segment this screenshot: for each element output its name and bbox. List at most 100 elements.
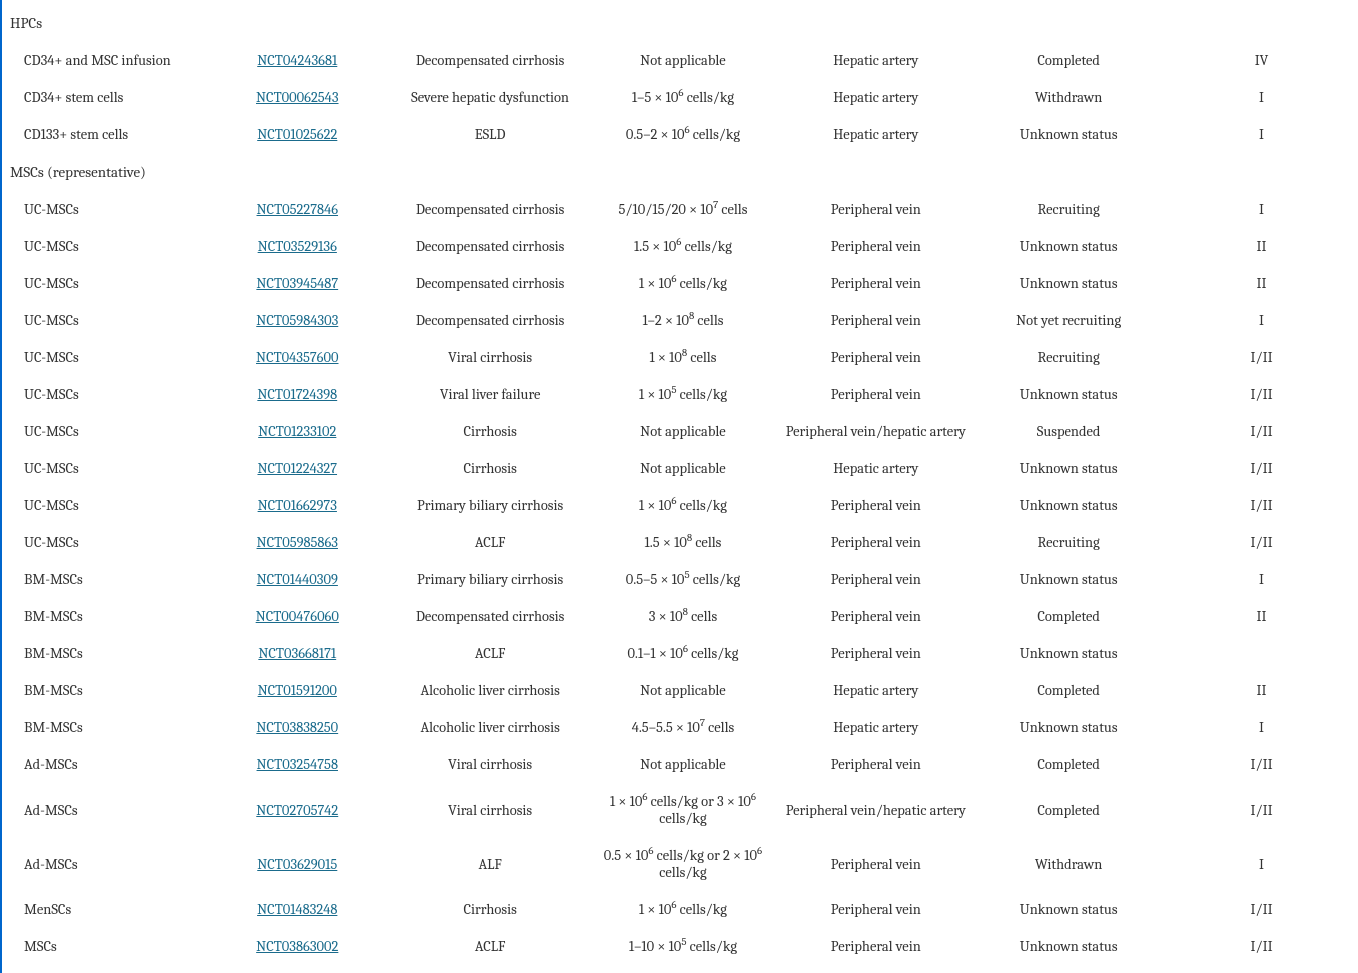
- cell-phase: II: [1165, 672, 1358, 709]
- nct-link[interactable]: NCT03838250: [256, 719, 338, 736]
- table-row: BM-MSCsNCT01440309Primary biliary cirrho…: [8, 561, 1358, 598]
- nct-link[interactable]: NCT04243681: [257, 52, 337, 69]
- cell-status: Unknown status: [972, 561, 1165, 598]
- cell-dose: Not applicable: [587, 672, 780, 709]
- nct-link[interactable]: NCT04357600: [256, 349, 338, 366]
- table-row: BM-MSCsNCT01591200Alcoholic liver cirrho…: [8, 672, 1358, 709]
- cell-dose: 0.5–2 × 106 cells/kg: [587, 116, 780, 153]
- cell-condition: Viral cirrhosis: [394, 746, 587, 783]
- cell-phase: I/II: [1165, 928, 1358, 965]
- cell-route: Peripheral vein: [779, 524, 972, 561]
- cell-phase: I/II: [1165, 891, 1358, 928]
- cell-type: BM-MSCs: [8, 672, 201, 709]
- table-row: Ad-MSCsNCT03629015ALF0.5 × 106 cells/kg …: [8, 837, 1358, 891]
- nct-link[interactable]: NCT03668171: [258, 645, 336, 662]
- cell-type: UC-MSCs: [8, 339, 201, 376]
- nct-link[interactable]: NCT01224327: [257, 460, 337, 477]
- cell-nct: NCT04357600: [201, 339, 394, 376]
- table-row: UC-MSCsNCT01662973Primary biliary cirrho…: [8, 487, 1358, 524]
- nct-link[interactable]: NCT01591200: [258, 682, 337, 699]
- cell-status: Unknown status: [972, 450, 1165, 487]
- nct-link[interactable]: NCT05227846: [257, 201, 339, 218]
- cell-status: Not yet recruiting: [972, 302, 1165, 339]
- nct-link[interactable]: NCT01233102: [258, 423, 336, 440]
- cell-dose: Not applicable: [587, 42, 780, 79]
- cell-nct: NCT03863002: [201, 928, 394, 965]
- nct-link[interactable]: NCT01662973: [258, 497, 337, 514]
- cell-route: Peripheral vein: [779, 561, 972, 598]
- section-heading-row: MSCs (representative): [8, 153, 1358, 191]
- cell-condition: Cirrhosis: [394, 891, 587, 928]
- nct-link[interactable]: NCT03945487: [256, 275, 338, 292]
- nct-link[interactable]: NCT01025622: [257, 126, 337, 143]
- cell-type: UC-MSCs: [8, 487, 201, 524]
- cell-type: Ad-MSCs: [8, 746, 201, 783]
- cell-route: Peripheral vein: [779, 928, 972, 965]
- cell-route: Hepatic artery: [779, 709, 972, 746]
- cell-condition: Cirrhosis: [394, 450, 587, 487]
- cell-status: Unknown status: [972, 891, 1165, 928]
- cell-route: Peripheral vein: [779, 837, 972, 891]
- cell-condition: Severe hepatic dysfunction: [394, 79, 587, 116]
- cell-phase: I: [1165, 837, 1358, 891]
- cell-condition: Decompensated cirrhosis: [394, 42, 587, 79]
- cell-route: Peripheral vein: [779, 191, 972, 228]
- table-row: MenSCsNCT01483248Cirrhosis1 × 106 cells/…: [8, 891, 1358, 928]
- cell-type: BM-MSCs: [8, 635, 201, 672]
- cell-route: Peripheral vein: [779, 487, 972, 524]
- nct-link[interactable]: NCT03529136: [258, 238, 337, 255]
- table-row: UC-MSCsNCT03529136Decompensated cirrhosi…: [8, 228, 1358, 265]
- cell-dose: 1–10 × 105 cells/kg: [587, 928, 780, 965]
- table-row: CD34+ and MSC infusionNCT04243681Decompe…: [8, 42, 1358, 79]
- cell-type: UC-MSCs: [8, 413, 201, 450]
- table-row: Ad-MSCsNCT02705742Viral cirrhosis1 × 106…: [8, 783, 1358, 837]
- nct-link[interactable]: NCT00476060: [256, 608, 339, 625]
- cell-status: Completed: [972, 746, 1165, 783]
- cell-status: Recruiting: [972, 339, 1165, 376]
- nct-link[interactable]: NCT03629015: [257, 856, 337, 873]
- cell-nct: NCT04243681: [201, 42, 394, 79]
- cell-dose: 1 × 106 cells/kg: [587, 487, 780, 524]
- cell-nct: NCT03945487: [201, 265, 394, 302]
- nct-link[interactable]: NCT05984303: [256, 312, 338, 329]
- cell-status: Unknown status: [972, 265, 1165, 302]
- cell-type: BM-MSCs: [8, 561, 201, 598]
- cell-condition: Cirrhosis: [394, 413, 587, 450]
- cell-condition: ACLF: [394, 635, 587, 672]
- cell-route: Peripheral vein: [779, 228, 972, 265]
- cell-route: Peripheral vein: [779, 265, 972, 302]
- cell-condition: ACLF: [394, 928, 587, 965]
- cell-status: Unknown status: [972, 635, 1165, 672]
- nct-link[interactable]: NCT01440309: [257, 571, 338, 588]
- cell-type: UC-MSCs: [8, 450, 201, 487]
- table-row: BM-MSCsNCT03838250Alcoholic liver cirrho…: [8, 709, 1358, 746]
- cell-nct: NCT03838250: [201, 709, 394, 746]
- cell-status: Unknown status: [972, 116, 1165, 153]
- cell-nct: NCT03254758: [201, 746, 394, 783]
- cell-dose: Not applicable: [587, 413, 780, 450]
- nct-link[interactable]: NCT03254758: [257, 756, 338, 773]
- nct-link[interactable]: NCT00062543: [256, 89, 339, 106]
- nct-link[interactable]: NCT05985863: [257, 534, 338, 551]
- nct-link[interactable]: NCT01724398: [257, 386, 337, 403]
- cell-type: BM-MSCs: [8, 709, 201, 746]
- cell-route: Peripheral vein: [779, 891, 972, 928]
- cell-nct: NCT05227846: [201, 191, 394, 228]
- cell-status: Completed: [972, 783, 1165, 837]
- section-heading-row: HPCs: [8, 4, 1358, 42]
- nct-link[interactable]: NCT02705742: [256, 802, 338, 819]
- cell-phase: I/II: [1165, 783, 1358, 837]
- cell-status: Recruiting: [972, 191, 1165, 228]
- nct-link[interactable]: NCT01483248: [257, 901, 337, 918]
- cell-status: Withdrawn: [972, 837, 1165, 891]
- cell-type: UC-MSCs: [8, 191, 201, 228]
- cell-dose: 1 × 108 cells: [587, 339, 780, 376]
- cell-type: Ad-MSCs: [8, 783, 201, 837]
- cell-nct: NCT03668171: [201, 635, 394, 672]
- table-row: Ad-MSCsNCT03254758Viral cirrhosisNot app…: [8, 746, 1358, 783]
- cell-type: BM-MSCs: [8, 598, 201, 635]
- cell-dose: 1–2 × 108 cells: [587, 302, 780, 339]
- cell-nct: NCT01662973: [201, 487, 394, 524]
- nct-link[interactable]: NCT03863002: [256, 938, 338, 955]
- cell-condition: ACLF: [394, 524, 587, 561]
